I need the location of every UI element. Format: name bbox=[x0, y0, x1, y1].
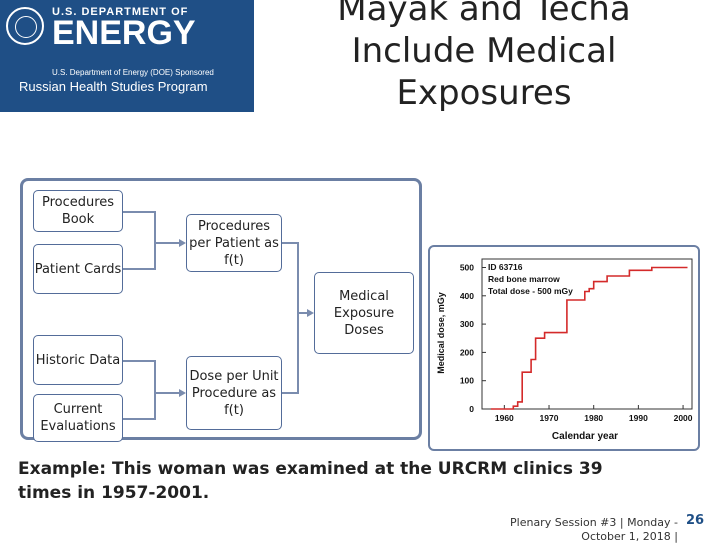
logo-dept-text: U.S. DEPARTMENT OF bbox=[52, 6, 189, 18]
dose-per-unit-procedure-box: Dose per Unit Procedure as f(t) bbox=[186, 356, 282, 430]
y-tick-label: 0 bbox=[469, 404, 474, 414]
arrow-right-icon bbox=[307, 309, 314, 317]
page-number: 26 bbox=[686, 513, 705, 528]
logo-energy-text: ENERGY bbox=[52, 14, 196, 52]
x-tick-label: 1990 bbox=[629, 413, 648, 423]
logo-sponsor-text: U.S. Department of Energy (DOE) Sponsore… bbox=[52, 68, 214, 77]
connector-line bbox=[155, 392, 179, 394]
y-tick-label: 100 bbox=[460, 376, 474, 386]
patient-cards-box: Patient Cards bbox=[33, 244, 123, 294]
doe-logo: U.S. DEPARTMENT OF ENERGY U.S. Departmen… bbox=[0, 0, 254, 112]
connector-line bbox=[123, 360, 155, 362]
connector-line bbox=[298, 312, 307, 314]
connector-line bbox=[154, 360, 156, 420]
x-tick-label: 1970 bbox=[540, 413, 559, 423]
example-text: Example: This woman was examined at the … bbox=[18, 459, 603, 503]
y-tick-label: 500 bbox=[460, 262, 474, 272]
connector-line bbox=[282, 242, 298, 244]
connector-line bbox=[123, 211, 155, 213]
dose-series-line bbox=[490, 266, 688, 410]
medical-exposure-doses-box: Medical Exposure Doses bbox=[314, 272, 414, 354]
y-tick-label: 400 bbox=[460, 291, 474, 301]
connector-line bbox=[154, 211, 156, 270]
procedures-per-patient-box: Procedures per Patient as f(t) bbox=[186, 214, 282, 272]
chart-annotation-total: Total dose - 500 mGy bbox=[488, 286, 573, 296]
historic-data-box: Historic Data bbox=[33, 335, 123, 385]
dose-chart: 0 100 200 300 400 500 1960 1970 1980 1990 2000 Med… bbox=[436, 258, 693, 442]
arrow-right-icon bbox=[179, 389, 186, 397]
connector-line bbox=[123, 418, 155, 420]
connector-line bbox=[297, 242, 299, 394]
x-axis-label: Calendar year bbox=[552, 431, 618, 442]
y-tick-label: 200 bbox=[460, 347, 474, 357]
y-axis-label: Medical dose, mGy bbox=[436, 292, 446, 374]
chart-annotation-id: ID 63716 bbox=[488, 262, 523, 272]
connector-line bbox=[123, 268, 155, 270]
current-evaluations-box: Current Evaluations bbox=[33, 394, 123, 442]
logo-program-text: Russian Health Studies Program bbox=[19, 79, 208, 94]
procedures-book-box: Procedures Book bbox=[33, 190, 123, 232]
x-tick-label: 1980 bbox=[584, 413, 603, 423]
plot-area-border bbox=[481, 258, 693, 410]
connector-line bbox=[282, 392, 298, 394]
diagram-frame bbox=[20, 178, 422, 440]
x-tick-label: 2000 bbox=[674, 413, 693, 423]
chart-annotation-tissue: Red bone marrow bbox=[488, 274, 560, 284]
slide-title: Mayak and Techa Include Medical Exposure… bbox=[337, 0, 631, 113]
doe-seal-icon bbox=[6, 7, 44, 45]
x-tick-label: 1960 bbox=[495, 413, 514, 423]
y-tick-label: 300 bbox=[460, 319, 474, 329]
arrow-right-icon bbox=[179, 239, 186, 247]
chart-panel: 0 100 200 300 400 500 1960 1970 1980 1990 2000 Med… bbox=[428, 245, 700, 451]
connector-line bbox=[155, 242, 179, 244]
